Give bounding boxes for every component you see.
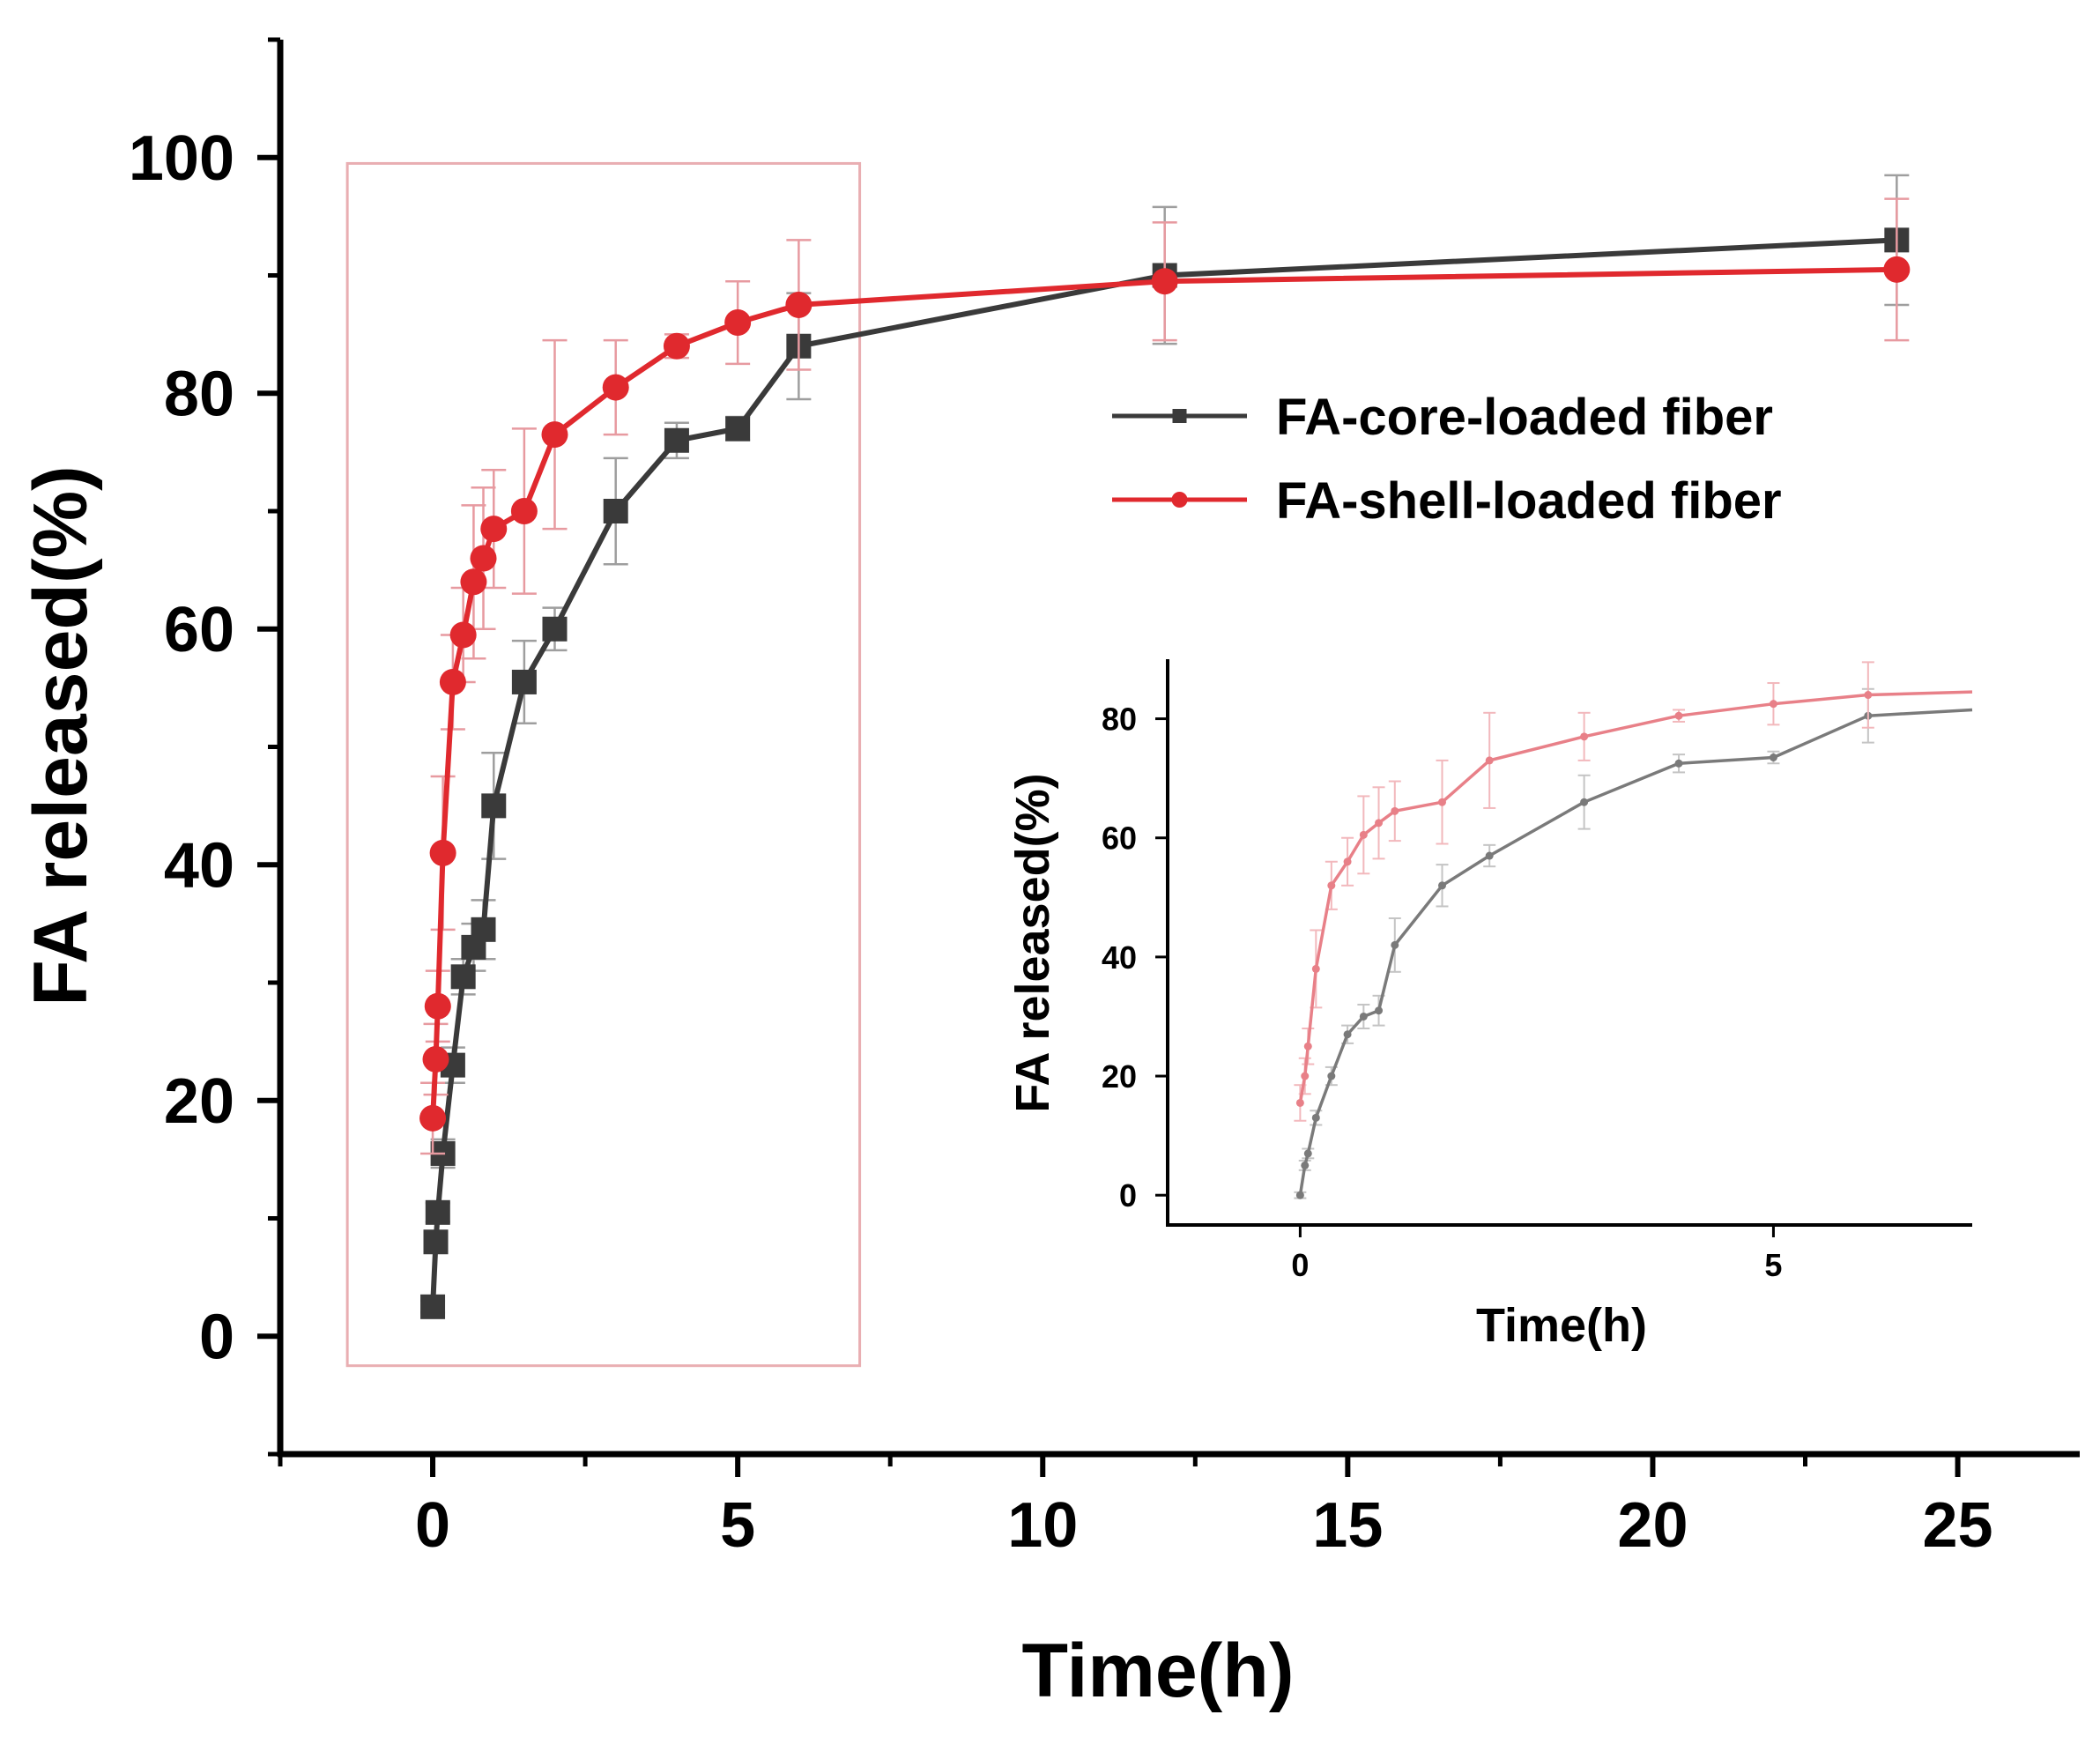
main-plot: 0 5 10 15 20 25 0 20 40 60 80 100 Time(h) FA released… <box>19 37 2080 1713</box>
x-axis-title: Time(h) <box>1022 1629 1295 1713</box>
y-tick-label: 20 <box>164 1066 234 1137</box>
x-tick-label: 5 <box>720 1490 755 1561</box>
x-tick-label: 25 <box>1923 1490 1993 1561</box>
inset-data-point <box>1327 1072 1336 1080</box>
data-point-circle <box>1883 256 1911 283</box>
inset-y-tick-label: 40 <box>1102 939 1137 976</box>
legend-label: FA-core-loaded fiber <box>1276 389 1773 446</box>
legend-item-core: FA-core-loaded fiber <box>1112 389 1773 446</box>
inset-data-point <box>1674 711 1683 720</box>
inset-data-point <box>1301 1072 1310 1080</box>
y-tick-label: 80 <box>164 359 234 429</box>
inset-data-point <box>1437 881 1446 890</box>
data-point-square <box>664 427 689 453</box>
inset-series-core <box>1294 687 1973 1199</box>
data-point-circle <box>439 668 466 695</box>
inset-data-point <box>1580 798 1589 806</box>
highlight-box <box>345 161 862 1368</box>
data-point-square <box>603 499 628 523</box>
inset-x-tick-label: 0 <box>1291 1247 1309 1283</box>
data-point-square <box>511 669 537 694</box>
data-point-circle <box>602 374 629 401</box>
inset-series-line <box>1298 690 1973 1103</box>
inset-y-tick-label: 0 <box>1119 1177 1137 1214</box>
legend-marker <box>1172 409 1187 423</box>
data-point-circle <box>1151 268 1178 295</box>
inset-x-tick-label: 5 <box>1764 1247 1782 1283</box>
data-point-circle <box>429 839 456 866</box>
inset-data-point <box>1485 756 1494 765</box>
data-point-square <box>425 1199 450 1225</box>
inset-data-point <box>1295 1098 1304 1107</box>
inset-data-point <box>1391 806 1399 815</box>
y-tick-label: 100 <box>129 123 234 194</box>
inset-data-point <box>1391 940 1399 949</box>
legend-marker <box>1171 492 1188 508</box>
inset-data-point <box>1359 1012 1368 1021</box>
x-tick-label: 0 <box>415 1490 450 1561</box>
series-shell <box>419 197 1911 1155</box>
data-point-circle <box>449 621 477 649</box>
inset-data-point <box>1343 1030 1352 1039</box>
y-tick-label: 60 <box>164 595 234 665</box>
inset-data-point <box>1437 798 1446 806</box>
x-tick-label: 15 <box>1312 1490 1383 1561</box>
data-point-circle <box>510 498 538 524</box>
x-tick-label: 20 <box>1617 1490 1688 1561</box>
inset-data-point <box>1674 759 1683 768</box>
data-point-square <box>423 1229 449 1255</box>
x-tick-label: 10 <box>1007 1490 1078 1561</box>
inset-data-point <box>1295 1191 1304 1199</box>
inset-y-tick-label: 20 <box>1102 1058 1137 1095</box>
data-point-circle <box>663 332 690 360</box>
inset-series-line <box>1298 708 1973 1196</box>
inset-data-point <box>1327 881 1336 890</box>
y-axis-title: FA released(%) <box>19 465 103 1006</box>
inset-data-point <box>1359 830 1368 839</box>
data-point-circle <box>419 1104 447 1132</box>
y-tick-label: 0 <box>199 1302 234 1372</box>
data-point-square <box>420 1294 446 1319</box>
inset-data-point <box>1343 857 1352 866</box>
data-point-circle <box>785 291 813 318</box>
inset-data-point <box>1485 851 1494 860</box>
legend: FA-core-loaded fiber FA-shell-loaded fibe… <box>1112 389 1782 530</box>
inset-data-point <box>1311 964 1320 973</box>
data-point-square <box>481 793 507 819</box>
data-point-circle <box>470 545 497 572</box>
inset-series-shell <box>1294 661 1973 1122</box>
data-point-circle <box>541 421 568 449</box>
inset-data-point <box>1311 1113 1320 1122</box>
legend-item-shell: FA-shell-loaded fiber <box>1112 472 1782 530</box>
inset-y-tick-label: 80 <box>1102 701 1137 738</box>
inset-x-axis-title: Time(h) <box>1476 1299 1647 1352</box>
inset-data-point <box>1301 1161 1310 1169</box>
data-point-square <box>725 416 751 442</box>
inset-plot: 0 5 0 20 40 60 80 Time(h) FA released(%) <box>1006 659 1973 1352</box>
inset-data-point <box>1864 691 1873 700</box>
y-tick-label: 40 <box>164 830 234 901</box>
inset-data-point <box>1769 753 1777 762</box>
data-point-square <box>542 616 568 642</box>
data-point-circle <box>480 516 508 543</box>
inset-data-point <box>1769 700 1777 709</box>
data-point-circle <box>424 992 451 1020</box>
inset-data-point <box>1375 1006 1384 1015</box>
inset-data-point <box>1303 1149 1312 1158</box>
inset-y-axis-title: FA released(%) <box>1006 773 1059 1112</box>
data-point-circle <box>422 1045 449 1073</box>
series-core <box>420 174 1910 1319</box>
data-point-circle <box>460 568 487 596</box>
legend-label: FA-shell-loaded fiber <box>1276 472 1782 530</box>
data-point-square <box>450 964 476 990</box>
data-point-circle <box>724 309 752 336</box>
inset-data-point <box>1375 819 1384 828</box>
inset-data-point <box>1303 1042 1312 1050</box>
inset-y-tick-label: 60 <box>1102 820 1137 857</box>
data-point-square <box>471 917 496 942</box>
inset-data-point <box>1580 732 1589 741</box>
